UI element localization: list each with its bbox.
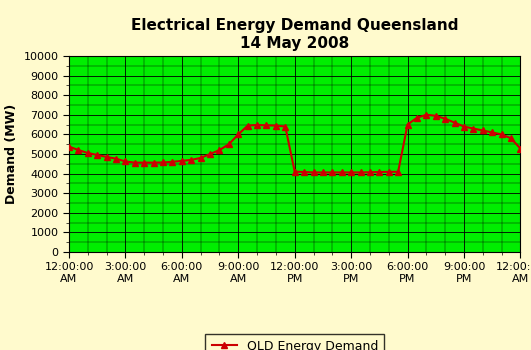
Line: QLD Energy Demand: QLD Energy Demand — [66, 112, 523, 175]
QLD Energy Demand — [94, 153, 100, 157]
QLD Energy Demand — [226, 142, 232, 146]
QLD Energy Demand — [188, 158, 194, 162]
QLD Energy Demand — [433, 114, 439, 118]
QLD Energy Demand — [348, 170, 354, 175]
QLD Energy Demand — [132, 161, 138, 165]
QLD Energy Demand — [405, 122, 411, 127]
QLD Energy Demand — [254, 123, 260, 127]
QLD Energy Demand — [75, 148, 82, 152]
Legend: QLD Energy Demand: QLD Energy Demand — [205, 334, 384, 350]
QLD Energy Demand — [235, 132, 242, 137]
QLD Energy Demand — [499, 132, 505, 137]
QLD Energy Demand — [386, 170, 392, 174]
QLD Energy Demand — [357, 170, 364, 175]
QLD Energy Demand — [310, 170, 316, 175]
QLD Energy Demand — [104, 155, 110, 159]
QLD Energy Demand — [479, 128, 486, 133]
Y-axis label: Demand (MW): Demand (MW) — [5, 104, 18, 204]
QLD Energy Demand — [508, 136, 514, 140]
QLD Energy Demand — [141, 161, 148, 165]
QLD Energy Demand — [66, 145, 72, 149]
QLD Energy Demand — [339, 170, 345, 175]
Title: Electrical Energy Demand Queensland
14 May 2008: Electrical Energy Demand Queensland 14 M… — [131, 18, 458, 51]
QLD Energy Demand — [292, 169, 298, 174]
QLD Energy Demand — [263, 123, 270, 127]
QLD Energy Demand — [461, 125, 467, 129]
QLD Energy Demand — [329, 170, 336, 175]
QLD Energy Demand — [207, 152, 213, 156]
QLD Energy Demand — [395, 170, 401, 174]
QLD Energy Demand — [376, 170, 382, 174]
QLD Energy Demand — [178, 159, 185, 163]
QLD Energy Demand — [320, 170, 326, 175]
QLD Energy Demand — [489, 130, 495, 134]
QLD Energy Demand — [301, 170, 307, 174]
QLD Energy Demand — [367, 170, 373, 174]
QLD Energy Demand — [451, 120, 458, 125]
QLD Energy Demand — [169, 160, 176, 164]
QLD Energy Demand — [150, 161, 157, 165]
QLD Energy Demand — [273, 124, 279, 128]
QLD Energy Demand — [282, 125, 288, 129]
QLD Energy Demand — [160, 160, 166, 164]
QLD Energy Demand — [122, 159, 129, 163]
QLD Energy Demand — [198, 156, 204, 160]
QLD Energy Demand — [423, 113, 430, 117]
QLD Energy Demand — [414, 116, 420, 120]
QLD Energy Demand — [216, 148, 222, 152]
QLD Energy Demand — [113, 156, 119, 161]
QLD Energy Demand — [84, 151, 91, 155]
QLD Energy Demand — [244, 124, 251, 128]
QLD Energy Demand — [517, 146, 524, 150]
QLD Energy Demand — [470, 126, 476, 131]
QLD Energy Demand — [442, 117, 448, 121]
